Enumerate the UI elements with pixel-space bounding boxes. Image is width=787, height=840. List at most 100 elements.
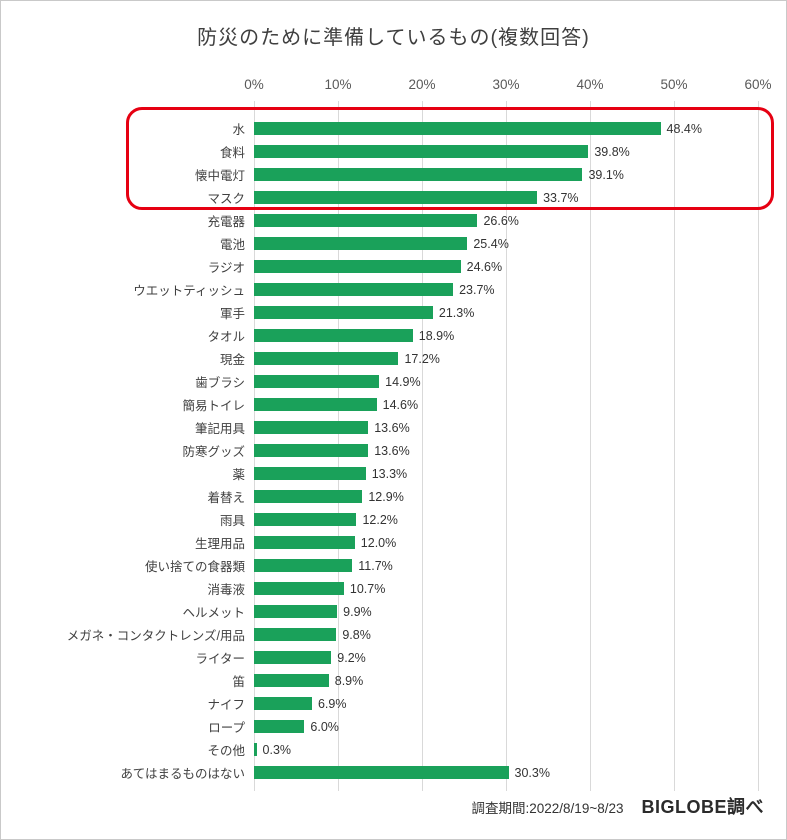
bar-track: 8.9% [254,669,786,692]
bar-rows: 水 48.4% 食料 39.8% 懐中電灯 39.1% マスク 33.7% 充電器 26.6% 電池… [1,117,786,784]
bar-row: メガネ・コンタクトレンズ/用品 9.8% [1,623,786,646]
value-label: 14.6% [382,397,419,412]
category-label: マスク [207,192,245,206]
category-label: 薬 [232,468,245,482]
axis-tick-label: 20% [408,77,436,92]
bar-row: 懐中電灯 39.1% [1,163,786,186]
bar [254,375,380,388]
bar [254,536,355,549]
value-label: 13.6% [374,443,410,458]
bar [254,697,312,710]
bar [254,720,305,733]
bar-row: 歯ブラシ 14.9% [1,370,786,393]
bar-row: 現金 17.2% [1,347,786,370]
bar-row: マスク 33.7% [1,186,786,209]
bar-track: 6.0% [254,715,786,738]
value-label: 9.8% [342,627,371,642]
bar [254,421,369,434]
bar [254,122,661,135]
chart-title: 防災のために準備しているもの(複数回答) [197,27,590,49]
value-label: 24.6% [466,259,503,274]
value-label: 18.9% [418,328,455,343]
value-label: 26.6% [483,213,519,228]
axis-tick-label: 30% [492,77,520,92]
category-label: 水 [232,123,245,137]
category-label: メガネ・コンタクトレンズ/用品 [66,629,245,643]
bar-track: 13.6% [254,416,786,439]
bar-row: 雨具 12.2% [1,508,786,531]
value-label: 11.7% [358,558,393,573]
gridline [422,101,423,791]
bar [254,329,413,342]
bar [254,559,353,572]
category-label: ナイフ [207,698,245,712]
bar-row: ラジオ 24.6% [1,255,786,278]
bar-track: 21.3% [254,301,786,324]
bar-track: 6.9% [254,692,786,715]
category-label: ヘルメット [182,606,245,620]
bar-track: 39.1% [254,163,786,186]
bar-row: 生理用品 12.0% [1,531,786,554]
bar-track: 39.8% [254,140,786,163]
bar-row: ウエットティッシュ 23.7% [1,278,786,301]
bar-row: ロープ 6.0% [1,715,786,738]
gridline [506,101,507,791]
bar-track: 30.3% [254,761,786,784]
category-label: 食料 [219,146,245,160]
survey-period: 調査期間:2022/8/19~8/23 [471,801,624,816]
bar [254,260,461,273]
category-label: 歯ブラシ [195,376,245,390]
value-label: 12.9% [368,489,404,504]
category-label: ラジオ [207,261,245,275]
category-label: 軍手 [219,307,245,321]
bar-row: 防寒グッズ 13.6% [1,439,786,462]
value-label: 17.2% [404,351,440,366]
bar-track: 11.7% [254,554,786,577]
axis-tick-label: 0% [244,77,264,92]
category-label: その他 [207,744,245,758]
bar-track: 9.9% [254,600,786,623]
bar-track: 26.6% [254,209,786,232]
value-label: 30.3% [514,765,550,780]
value-label: 21.3% [438,305,475,320]
category-label: 充電器 [207,215,245,229]
value-label: 12.2% [362,512,398,527]
axis-tick-label: 60% [744,77,772,92]
gridline [590,101,591,791]
bar-row: ライター 9.2% [1,646,786,669]
bar-row: タオル 18.9% [1,324,786,347]
bar-row: 電池 25.4% [1,232,786,255]
bar-track: 12.0% [254,531,786,554]
axis-tick-label: 50% [660,77,688,92]
bar [254,766,509,779]
value-label: 12.0% [360,535,397,550]
bar [254,582,344,595]
bar [254,306,433,319]
bar-track: 12.2% [254,508,786,531]
bar [254,674,329,687]
bar-track: 0.3% [254,738,786,761]
bar [254,283,454,296]
bar-row: 使い捨ての食器類 11.7% [1,554,786,577]
bar [254,467,366,480]
bar [254,237,468,250]
bar [254,145,589,158]
category-label: タオル [207,330,245,344]
bar-track: 14.6% [254,393,786,416]
value-label: 8.9% [334,673,364,688]
bar-row: 笛 8.9% [1,669,786,692]
value-label: 0.3% [262,742,292,757]
bar [254,214,478,227]
bar-row: その他 0.3% [1,738,786,761]
category-label: 電池 [219,238,245,252]
category-label: 使い捨ての食器類 [144,560,245,574]
source-credit: BIGLOBE調べ [641,797,764,817]
category-label: 簡易トイレ [182,399,245,413]
bar-row: 消毒液 10.7% [1,577,786,600]
value-label: 48.4% [666,121,702,136]
value-label: 39.1% [588,167,624,182]
bar-track: 25.4% [254,232,786,255]
bar-row: 充電器 26.6% [1,209,786,232]
category-label: 生理用品 [194,537,245,551]
